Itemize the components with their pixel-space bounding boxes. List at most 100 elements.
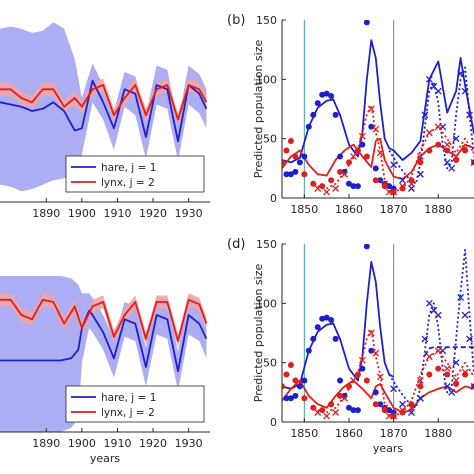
data-point-x-lynx — [425, 353, 433, 361]
data-point-x-lynx — [443, 141, 451, 149]
data-point-x-lynx — [376, 373, 384, 381]
data-point-hare — [345, 180, 352, 187]
data-point-hare — [328, 316, 335, 323]
x-tick-label: 1900 — [68, 207, 96, 220]
x-tick-label: 1920 — [139, 437, 167, 450]
data-point-hare — [359, 141, 366, 148]
data-point-x-hare — [443, 382, 451, 390]
data-point-x-lynx — [332, 409, 340, 416]
plot-area — [282, 20, 474, 198]
data-point-x-lynx — [434, 123, 442, 131]
data-point-x-lynx — [367, 329, 375, 337]
data-point-lynx — [345, 383, 352, 390]
y-tick-label: 50 — [263, 133, 277, 146]
y-axis-label: Predicted population size — [252, 264, 265, 403]
data-point-hare — [354, 183, 361, 190]
data-point-hare — [386, 183, 393, 190]
data-point-lynx — [426, 371, 433, 378]
plot-area — [282, 244, 474, 422]
series-line-hare — [0, 309, 208, 373]
data-point-lynx — [426, 147, 433, 154]
data-point-lynx — [354, 371, 361, 378]
data-point-lynx — [328, 401, 335, 408]
data-point-lynx — [328, 177, 335, 184]
data-point-lynx — [354, 147, 361, 154]
data-point-x-hare — [461, 311, 469, 319]
data-point-x-lynx — [349, 153, 357, 160]
x-tick-label: 1910 — [103, 437, 131, 450]
confidence-band-hare — [0, 22, 207, 192]
data-point-hare — [363, 20, 370, 26]
data-point-x-lynx — [323, 412, 331, 420]
legend-box — [65, 155, 205, 193]
data-point-hare — [296, 383, 303, 390]
data-point-x-hare — [443, 158, 451, 166]
data-point-lynx — [282, 159, 285, 166]
data-point-hare — [314, 100, 321, 107]
data-point-lynx — [444, 371, 451, 378]
data-point-x-lynx — [381, 404, 389, 412]
data-point-lynx — [292, 377, 299, 384]
y-tick-label: 150 — [256, 238, 277, 251]
data-point-hare — [332, 111, 339, 118]
x-axis-label: years — [90, 452, 121, 465]
data-point-x-hare — [425, 299, 433, 307]
data-point-lynx — [417, 383, 424, 390]
data-point-lynx — [319, 407, 326, 414]
data-point-x-lynx — [376, 149, 384, 157]
data-point-x-lynx — [358, 356, 366, 364]
data-point-hare — [323, 314, 330, 321]
series-line-lynx-solid — [282, 379, 474, 414]
panel-label: (b) — [227, 13, 245, 28]
series-line-lynx — [0, 298, 208, 342]
data-point-x-lynx — [367, 105, 375, 113]
x-tick-label: 1910 — [103, 207, 131, 220]
data-point-x-lynx — [314, 185, 322, 192]
data-point-hare — [354, 407, 361, 414]
data-point-lynx — [292, 153, 299, 160]
panel-a: 1890 1900 1910 1920 1930 hare, j = 1 lynx, j =… — [0, 22, 210, 220]
legend-entry: lynx, j = 2 — [101, 177, 155, 189]
data-point-hare — [323, 90, 330, 97]
x-tick-label: 1930 — [175, 437, 203, 450]
data-point-x-hare — [434, 87, 442, 95]
data-point-hare — [363, 244, 370, 250]
data-point-x-hare — [399, 400, 407, 408]
data-point-x-lynx — [408, 404, 415, 412]
data-point-hare — [345, 404, 352, 411]
y-tick-label: 50 — [263, 357, 277, 370]
legend-entry: hare, j = 1 — [101, 162, 156, 174]
data-point-x-lynx — [390, 188, 398, 196]
data-point-x-hare — [457, 69, 465, 77]
data-point-x-lynx — [443, 365, 451, 373]
data-point-x-hare — [470, 382, 474, 390]
data-point-lynx — [282, 383, 285, 390]
data-point-hare — [359, 365, 366, 372]
legend-entry: lynx, j = 2 — [101, 407, 155, 419]
data-point-x-lynx — [372, 349, 380, 357]
data-point-lynx — [435, 141, 442, 148]
series-line-hare — [0, 79, 208, 143]
data-point-x-lynx — [416, 153, 424, 160]
x-tick-label: 1890 — [32, 207, 60, 220]
confidence-band-hare — [0, 276, 207, 432]
data-point-hare — [305, 347, 312, 354]
data-point-lynx — [435, 365, 442, 372]
data-point-x-hare — [390, 161, 398, 169]
plot-area — [0, 22, 208, 192]
x-tick-label: 1850 — [290, 203, 318, 216]
data-point-x-hare — [470, 158, 474, 166]
data-point-hare — [328, 92, 335, 99]
x-axis-label: years — [373, 442, 404, 455]
data-point-lynx — [301, 395, 308, 402]
data-point-x-lynx — [332, 185, 340, 192]
data-point-x-hare — [416, 394, 424, 402]
data-point-x-hare — [457, 293, 465, 301]
data-point-hare — [332, 335, 339, 342]
data-point-lynx — [287, 362, 294, 369]
data-point-hare — [283, 395, 290, 402]
data-point-x-lynx — [399, 406, 407, 414]
data-point-x-lynx — [461, 144, 469, 152]
y-tick-label: 100 — [256, 73, 277, 86]
